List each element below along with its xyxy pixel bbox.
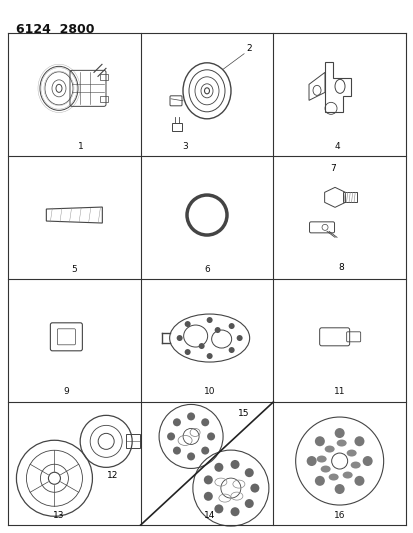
- Circle shape: [362, 456, 372, 466]
- Ellipse shape: [320, 465, 330, 473]
- Text: 14: 14: [204, 511, 215, 520]
- Bar: [100, 74, 108, 80]
- Circle shape: [354, 436, 363, 446]
- Ellipse shape: [350, 462, 360, 469]
- Circle shape: [244, 499, 253, 508]
- Circle shape: [203, 492, 212, 501]
- Circle shape: [250, 483, 259, 492]
- Circle shape: [314, 476, 324, 486]
- Circle shape: [314, 436, 324, 446]
- Circle shape: [187, 413, 195, 421]
- Bar: [342, 192, 356, 203]
- Circle shape: [206, 317, 212, 323]
- Circle shape: [334, 484, 344, 494]
- Circle shape: [206, 353, 212, 359]
- Circle shape: [198, 343, 204, 349]
- Ellipse shape: [342, 472, 352, 479]
- Circle shape: [306, 456, 316, 466]
- Text: 3: 3: [182, 141, 188, 150]
- Text: 6124  2800: 6124 2800: [16, 23, 94, 36]
- Text: 4: 4: [333, 141, 339, 150]
- Ellipse shape: [328, 473, 338, 481]
- Ellipse shape: [346, 449, 356, 457]
- Circle shape: [228, 347, 234, 353]
- Bar: [126, 434, 140, 448]
- Text: 11: 11: [333, 387, 344, 397]
- Circle shape: [214, 463, 223, 472]
- Circle shape: [230, 460, 239, 469]
- Circle shape: [236, 335, 242, 341]
- Circle shape: [230, 507, 239, 516]
- Circle shape: [334, 428, 344, 438]
- Text: 13: 13: [52, 511, 64, 520]
- Bar: [171, 123, 182, 131]
- Circle shape: [354, 476, 363, 486]
- Text: 8: 8: [337, 262, 343, 271]
- Circle shape: [184, 321, 190, 327]
- Circle shape: [206, 432, 215, 440]
- Ellipse shape: [324, 446, 334, 453]
- Ellipse shape: [316, 456, 326, 463]
- Text: 2: 2: [246, 44, 252, 53]
- Circle shape: [167, 432, 175, 440]
- Text: 10: 10: [204, 387, 215, 397]
- Text: 15: 15: [238, 409, 249, 418]
- Ellipse shape: [336, 440, 346, 447]
- Circle shape: [244, 468, 253, 477]
- Circle shape: [203, 475, 212, 484]
- Circle shape: [201, 447, 209, 455]
- Text: 1: 1: [78, 141, 84, 150]
- Circle shape: [173, 418, 180, 426]
- Text: 6: 6: [204, 264, 209, 273]
- Circle shape: [187, 453, 195, 461]
- Circle shape: [214, 504, 223, 513]
- Circle shape: [176, 335, 182, 341]
- Circle shape: [228, 323, 234, 329]
- Text: 9: 9: [63, 387, 69, 397]
- Text: 7: 7: [329, 164, 335, 173]
- Circle shape: [184, 349, 190, 355]
- Text: 16: 16: [333, 511, 344, 520]
- Text: 5: 5: [71, 264, 77, 273]
- Circle shape: [201, 418, 209, 426]
- Circle shape: [173, 447, 180, 455]
- Text: 12: 12: [106, 471, 118, 480]
- Circle shape: [214, 327, 220, 333]
- Bar: [100, 96, 108, 102]
